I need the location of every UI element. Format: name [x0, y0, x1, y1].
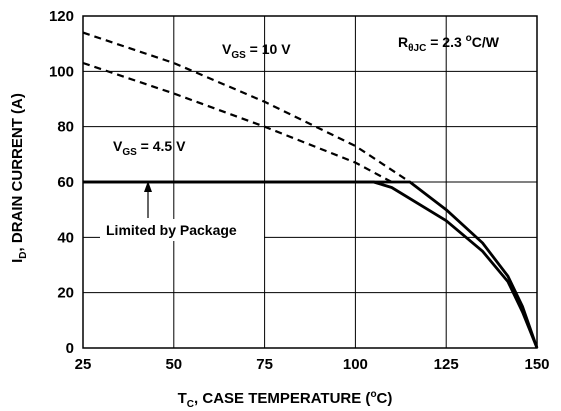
y-tick-label: 0	[66, 340, 74, 357]
y-tick-label: 100	[49, 63, 74, 80]
package-label-background	[100, 219, 264, 241]
x-tick-label: 75	[256, 356, 273, 373]
package-arrow-head	[144, 181, 152, 192]
x-tick-label: 150	[524, 356, 549, 373]
annotation-limited-by-package: Limited by Package	[106, 222, 237, 238]
series-lines	[82, 31, 539, 349]
x-tick-label: 100	[343, 356, 368, 373]
solid-curve-3	[83, 180, 539, 349]
y-tick-label: 80	[57, 119, 74, 136]
plot-frame	[82, 15, 538, 349]
dashed-curve-2	[82, 61, 393, 183]
y-tick-labels: 0 20 40 60 80 100 120	[49, 8, 74, 357]
x-tick-label: 125	[434, 356, 459, 373]
x-axis-title: TC, CASE TEMPERATURE (oC)	[178, 389, 393, 410]
dashed-curve-1	[82, 31, 411, 183]
y-tick-label: 120	[49, 8, 74, 25]
y-tick-label: 20	[57, 285, 74, 302]
annotation-vgs-10: VGS = 10 V	[222, 41, 291, 61]
y-tick-label: 40	[57, 229, 74, 246]
x-tick-label: 25	[75, 356, 92, 373]
y-axis-title: ID, DRAIN CURRENT (A)	[9, 93, 29, 263]
x-tick-labels: 25 50 75 100 125 150	[75, 356, 550, 373]
x-tick-label: 50	[165, 356, 182, 373]
annotation-vgs-4-5: VGS = 4.5 V	[113, 138, 186, 158]
y-tick-label: 60	[57, 174, 74, 191]
solid-curve-4	[83, 180, 539, 349]
annotation-thermal-resistance: RθJC = 2.3 oC/W	[398, 33, 500, 54]
